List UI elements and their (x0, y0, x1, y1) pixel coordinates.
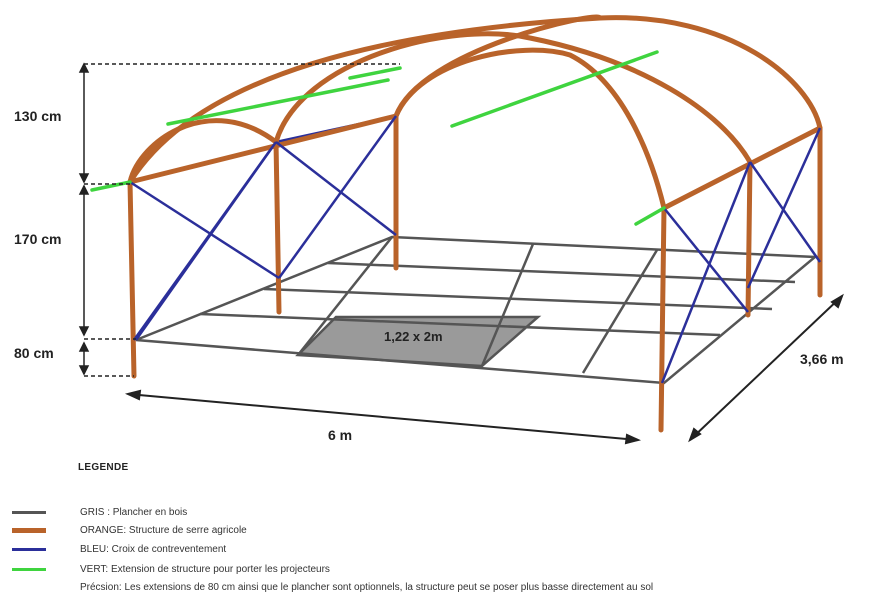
greenhouse-diagram: 130 cm 170 cm 80 cm 6 m 3,66 m 1,22 x 2m (14, 14, 844, 445)
legend-item-label: VERT: Extension de structure pour porter… (80, 563, 330, 575)
arch (127, 118, 279, 185)
legend-item-floor: GRIS : Plancher en bois (12, 504, 872, 520)
floor-grid-line (297, 236, 393, 356)
floor-grid-line (327, 261, 796, 284)
wooden-floor (135, 235, 819, 385)
precision-note: Précsion: Les extensions de 80 cm ainsi … (80, 582, 654, 593)
green-swatch (12, 567, 46, 571)
legend-item-label: GRIS : Plancher en bois (80, 506, 188, 518)
legend: LEGENDE GRIS : Plancher en bois ORANGE: … (0, 458, 875, 608)
post (273, 139, 282, 315)
legend-item-extension: VERT: Extension de structure pour porter… (12, 561, 872, 577)
arch (393, 14, 603, 119)
arch (127, 15, 823, 185)
post (658, 205, 667, 433)
width-label: 3,66 m (800, 351, 844, 367)
side-bracing (129, 115, 822, 384)
height-dimensions (78, 62, 400, 377)
tile-size-label: 1,22 x 2m (384, 329, 443, 344)
length-label: 6 m (328, 427, 352, 443)
legend-item-structure: ORANGE: Structure de serre agricole (12, 522, 872, 538)
eave-beam (127, 113, 399, 185)
ground-dimensions (124, 293, 844, 445)
legend-item-label: ORANGE: Structure de serre agricole (80, 524, 247, 536)
arch (273, 31, 753, 165)
legend-item-label: BLEU: Croix de contreventement (80, 543, 227, 555)
gray-swatch (12, 510, 46, 514)
post (745, 159, 753, 318)
extension-height-label: 80 cm (14, 345, 54, 361)
arch-height-label: 130 cm (14, 108, 61, 124)
greenhouse-structure (127, 14, 823, 433)
floor-grid-line (199, 312, 721, 337)
blue-swatch (12, 547, 46, 551)
floor-grid-line (480, 243, 535, 367)
floor-grid-line (581, 249, 659, 374)
legend-title: LEGENDE (78, 462, 129, 473)
wall-height-label: 170 cm (14, 231, 61, 247)
orange-swatch (12, 527, 46, 533)
legend-item-bracing: BLEU: Croix de contreventement (12, 541, 872, 557)
projector-extensions (90, 50, 666, 226)
eave-beam (661, 125, 823, 211)
post (127, 179, 137, 379)
